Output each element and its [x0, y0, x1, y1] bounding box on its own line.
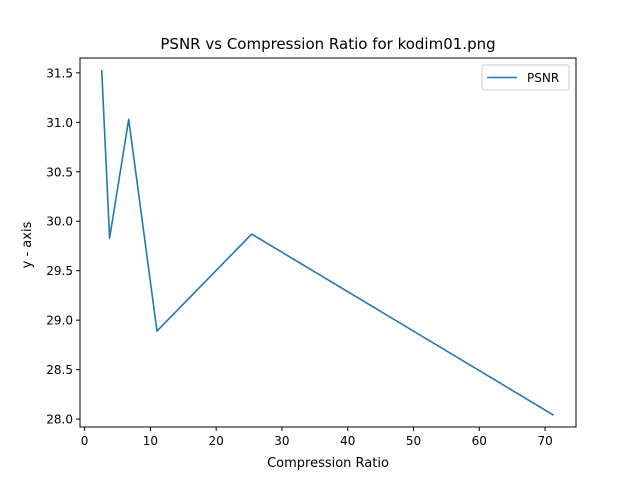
y-tick-label: 29.5: [46, 264, 73, 278]
x-tick-label: 20: [209, 434, 224, 448]
y-axis-title: y - axis: [20, 221, 35, 268]
x-tick-label: 70: [537, 434, 552, 448]
series-line-psnr: [100, 69, 555, 416]
series-layer: [100, 69, 555, 416]
legend: PSNR: [481, 64, 570, 91]
x-tick-label: 0: [81, 434, 89, 448]
legend-box: [481, 64, 570, 91]
y-tick-label: 30.5: [46, 165, 73, 179]
x-tick-label: 50: [406, 434, 421, 448]
axes: 0 10 20 30 40 50 60 70 28.0 28.5 29.0 29.5 30.0 30.5 3…: [46, 57, 577, 448]
y-tick-label: 31.0: [46, 116, 73, 130]
x-tick-label: 60: [472, 434, 487, 448]
x-tick-label: 40: [340, 434, 355, 448]
y-tick-label: 28.5: [46, 363, 73, 377]
x-tick-label: 10: [143, 434, 158, 448]
y-tick-label: 29.0: [46, 314, 73, 328]
y-tick-label: 30.0: [46, 215, 73, 229]
x-tick-label: 30: [274, 434, 289, 448]
y-tick-label: 28.0: [46, 413, 73, 427]
x-axis-title: Compression Ratio: [267, 456, 389, 471]
chart-title: PSNR vs Compression Ratio for kodim01.pn…: [160, 35, 495, 53]
legend-label: PSNR: [527, 71, 559, 85]
plot-frame: [79, 57, 577, 428]
y-tick-label: 31.5: [46, 66, 73, 80]
